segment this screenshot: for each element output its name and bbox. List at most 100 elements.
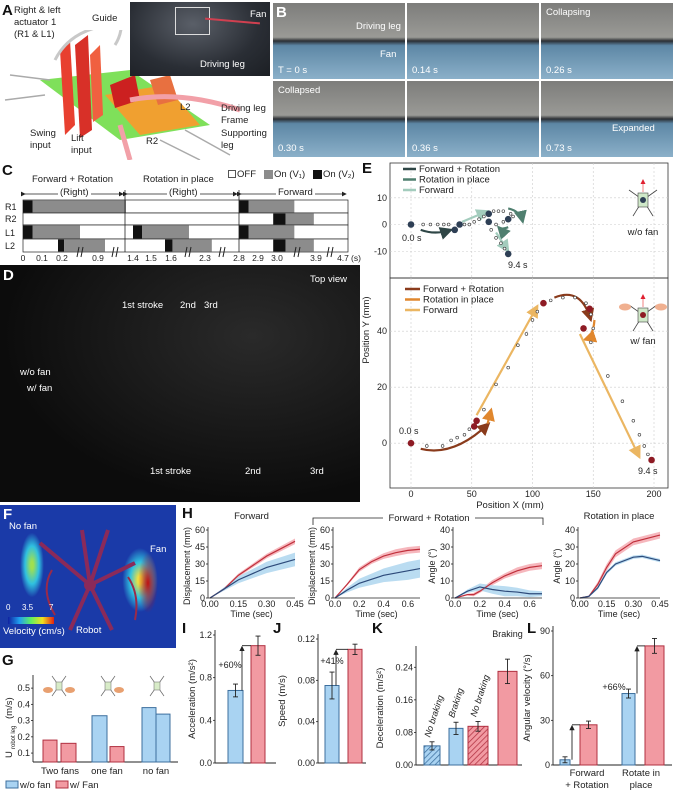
trajectory-point	[506, 365, 510, 370]
start-time-label: 0.0 s	[399, 426, 419, 436]
robot-icon	[153, 681, 161, 691]
trajectory-point	[535, 309, 540, 314]
timing-segment-v1	[248, 225, 295, 239]
y-tick-label: 0.2	[17, 732, 30, 742]
trajectory-point	[524, 332, 529, 336]
trajectory-point	[589, 312, 593, 317]
series-line-without-fan	[334, 567, 421, 599]
trajectory-point	[591, 326, 595, 331]
fan-icon	[65, 687, 75, 693]
x-tick-label: 0.4	[377, 599, 390, 609]
legend-swatch	[55, 780, 69, 789]
x-tick-label: 0.6	[402, 599, 415, 609]
trajectory-point	[494, 222, 498, 227]
x-tick-label: 0.2	[353, 599, 366, 609]
legend-label: w/ Fan	[69, 780, 99, 791]
legend-label: Forward	[419, 185, 454, 196]
scale-tick-0: 0	[6, 603, 11, 612]
bar-without-fan	[227, 689, 244, 764]
panel-label-g: G	[2, 652, 14, 669]
bar-without-fan	[155, 713, 171, 763]
trajectory-point	[631, 419, 636, 423]
velocity-label: Velocity (cm/s)	[3, 626, 65, 637]
series-line-without-fan	[454, 586, 542, 599]
trajectory-arrow	[578, 333, 641, 460]
actuator-label-line1: Right & left	[14, 5, 61, 16]
x-tick-label: 100	[525, 489, 540, 499]
collapsed-label: Collapsed	[278, 85, 321, 96]
time-label-0: T = 0 s	[278, 65, 308, 76]
sequence-photos	[272, 2, 676, 160]
frame-4	[406, 80, 540, 158]
x-axis-label: Time (sec)	[476, 609, 518, 619]
fan-icon	[43, 687, 53, 693]
stroke-marker	[648, 456, 655, 464]
trajectory-arrow	[461, 209, 490, 223]
bar-no-braking	[467, 725, 489, 766]
y-axis-label-unit: (m/s)	[4, 697, 15, 719]
legend-label: Rotation in place	[419, 175, 490, 186]
chart-title: Rotation in place	[584, 511, 655, 522]
with-fan-label: w/ fan	[27, 383, 53, 394]
timing-segment-v2	[239, 225, 249, 239]
legend-swatch	[5, 780, 19, 789]
y-tick-label: 0.24	[395, 662, 413, 672]
category-label: no fan	[143, 766, 169, 777]
y-tick-label: 0	[200, 593, 205, 603]
y-tick-label: 0.08	[395, 727, 413, 737]
bar-with-fan	[644, 645, 665, 766]
frame-1	[406, 2, 540, 80]
y-axis-label: Displacement (mm)	[182, 527, 192, 605]
y-tick-label: 10	[440, 576, 450, 586]
robot-icon-leg	[51, 675, 60, 687]
legend-label: Rotation in place	[423, 295, 494, 306]
inset-driving-leg-label: Driving leg	[200, 59, 245, 70]
robot-icon-leg	[149, 685, 158, 697]
error-band	[335, 545, 420, 598]
group-title: Forward + Rotation	[388, 513, 469, 524]
robot-icon	[637, 192, 649, 208]
l2-label: L2	[180, 102, 191, 113]
trajectory-point	[462, 433, 467, 437]
y-tick-label: 0.3	[17, 716, 30, 726]
collapsing-label: Collapsing	[546, 7, 591, 18]
robot-overlay	[38, 529, 138, 631]
trajectory-point	[428, 222, 433, 227]
trajectory-point	[508, 212, 513, 216]
category-label: one fan	[91, 766, 123, 777]
y-tick-label: 15	[320, 576, 330, 586]
v1-swatch	[264, 170, 273, 179]
y-tick-label: 0	[382, 438, 387, 448]
y-tick-label: 60	[320, 525, 330, 535]
timing-segment-v1	[172, 239, 212, 252]
frame-0	[272, 2, 406, 80]
trajectory-arrow	[553, 293, 595, 323]
time-tick: 2.3	[199, 253, 211, 263]
y-axis-label: Deceleration (m/s²)	[375, 668, 386, 749]
start-time-label: 0.0 s	[402, 233, 422, 243]
frame-3	[272, 80, 406, 158]
y-axis-label: Angle (°)	[427, 548, 437, 583]
robot-icon-leg	[156, 675, 165, 687]
scale-tick-2: 7	[49, 603, 54, 612]
x-tick-label: 50	[467, 489, 477, 499]
series-line-without-fan	[579, 555, 661, 599]
legend-label: Forward + Rotation	[419, 164, 500, 175]
trajectory-arrow	[420, 422, 491, 452]
robot-inset-photo	[130, 2, 270, 76]
stroke-marker	[580, 325, 587, 332]
increase-label: +60%	[218, 660, 241, 670]
timing-row-L2	[22, 238, 349, 253]
x-tick-label: 150	[586, 489, 601, 499]
x-tick-label: 0.30	[258, 599, 276, 609]
trajectory-point	[511, 214, 515, 219]
y-tick-label: 60	[195, 525, 205, 535]
robot-icon-leg	[642, 199, 654, 217]
legend-label: w/o fan	[19, 780, 51, 791]
trajectory-point	[584, 301, 588, 305]
x-tick-label: 0.00	[201, 599, 219, 609]
trajectory-point	[477, 217, 481, 221]
robot-icon-leg	[51, 685, 60, 697]
y-tick-label: 20	[377, 382, 387, 392]
robot-icon-center	[640, 312, 646, 318]
